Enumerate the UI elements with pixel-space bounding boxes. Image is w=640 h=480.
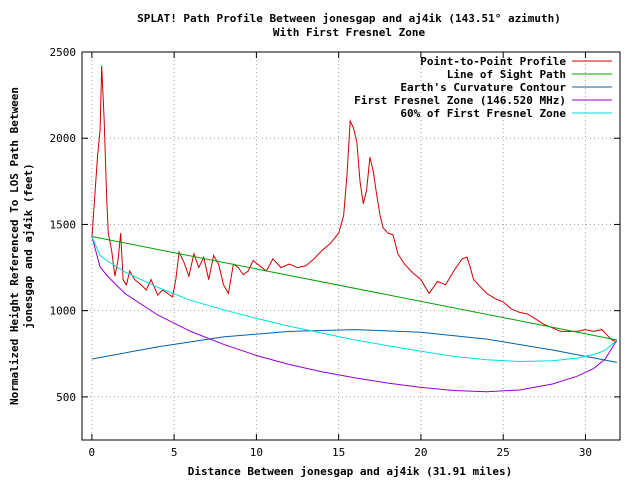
x-tick-label: 15	[332, 446, 345, 459]
x-axis-label: Distance Between jonesgap and aj4ik (31.…	[188, 465, 513, 478]
legend-label-60-of-first-fresnel-zone: 60% of First Fresnel Zone	[400, 107, 566, 120]
legend-label-earth-s-curvature-contour: Earth's Curvature Contour	[400, 81, 566, 94]
axis-ticks: 0 5 10 15 20 25 30 500 1000 1500 2000 2500	[50, 46, 620, 459]
x-tick-label: 0	[89, 446, 96, 459]
grid-lines	[82, 52, 620, 440]
chart-subtitle: With First Fresnel Zone	[273, 26, 426, 39]
series-line-60-of-first-fresnel-zone	[91, 236, 618, 363]
chart-title: SPLAT! Path Profile Between jonesgap and…	[137, 12, 561, 25]
y-tick-label: 2500	[50, 46, 77, 59]
legend-label-line-of-sight-path: Line of Sight Path	[447, 68, 566, 81]
series-line-first-fresnel-zone-146-520-mhz	[91, 236, 618, 393]
y-axis-label-line2: jonesgap and aj4ik (feet)	[22, 163, 35, 329]
x-tick-label: 10	[250, 446, 263, 459]
plot-frame	[81, 51, 621, 441]
x-tick-label: 30	[579, 446, 592, 459]
plot-series	[91, 65, 618, 393]
y-tick-label: 1000	[50, 305, 77, 318]
series-line-point-to-point-profile	[91, 65, 618, 343]
series-line-line-of-sight-path	[91, 236, 617, 341]
x-tick-label: 20	[414, 446, 427, 459]
series-line-earth-s-curvature-contour	[91, 329, 617, 363]
x-tick-label: 5	[171, 446, 178, 459]
legend-label-first-fresnel-zone-146-520-mhz: First Fresnel Zone (146.520 MHz)	[354, 94, 566, 107]
y-axis-label-line1: Normalized Height Referenced To LOS Path…	[8, 87, 21, 405]
x-tick-label: 25	[497, 446, 510, 459]
y-tick-label: 2000	[50, 132, 77, 145]
y-tick-label: 500	[56, 391, 76, 404]
y-tick-label: 1500	[50, 218, 77, 231]
legend-label-point-to-point-profile: Point-to-Point Profile	[420, 55, 566, 68]
